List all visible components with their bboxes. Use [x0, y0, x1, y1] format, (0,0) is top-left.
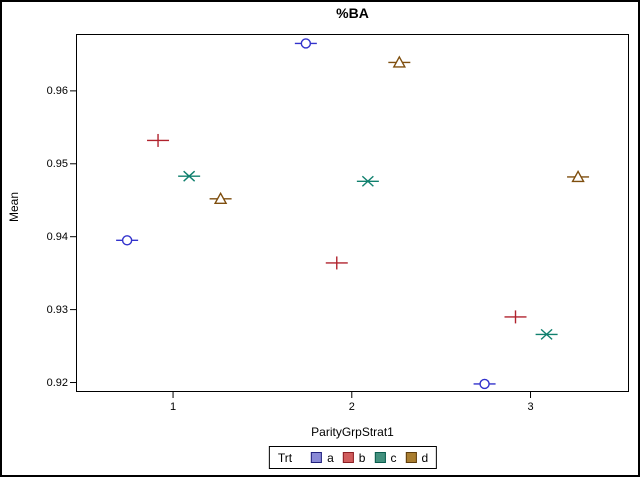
y-tick-label: 0.95 [46, 157, 68, 170]
legend-entry-d: d [405, 451, 428, 465]
legend-label-b: b [358, 450, 366, 465]
legend-swatch-c [374, 452, 386, 463]
legend-entry-a: a [311, 451, 334, 465]
legend-entries: a b c d [311, 451, 428, 465]
x-axis-label: ParityGrpStrat1 [311, 425, 394, 439]
legend-swatch-a [311, 452, 323, 463]
legend-label-a: a [327, 450, 334, 465]
x-tick-label: 2 [348, 401, 355, 413]
y-tick-label: 0.96 [46, 84, 68, 97]
legend-label-c: c [390, 450, 397, 465]
x-tick-label: 1 [169, 401, 177, 413]
plot-area [76, 34, 629, 392]
y-tick-label: 0.93 [46, 303, 68, 316]
legend-title: Trt [277, 450, 293, 465]
legend-swatch-d [405, 452, 417, 463]
legend-label-d: d [421, 450, 429, 465]
y-tick-label: 0.94 [46, 230, 68, 243]
legend-swatch-b [342, 452, 354, 463]
y-axis-label: Mean [7, 191, 21, 223]
x-tick-label: 3 [527, 401, 534, 413]
y-tick-label: 0.92 [46, 376, 68, 389]
legend-entry-c: c [374, 451, 396, 465]
legend: Trt a b c d [268, 446, 438, 469]
legend-entry-b: b [342, 450, 366, 465]
chart-title: %BA [336, 5, 369, 21]
